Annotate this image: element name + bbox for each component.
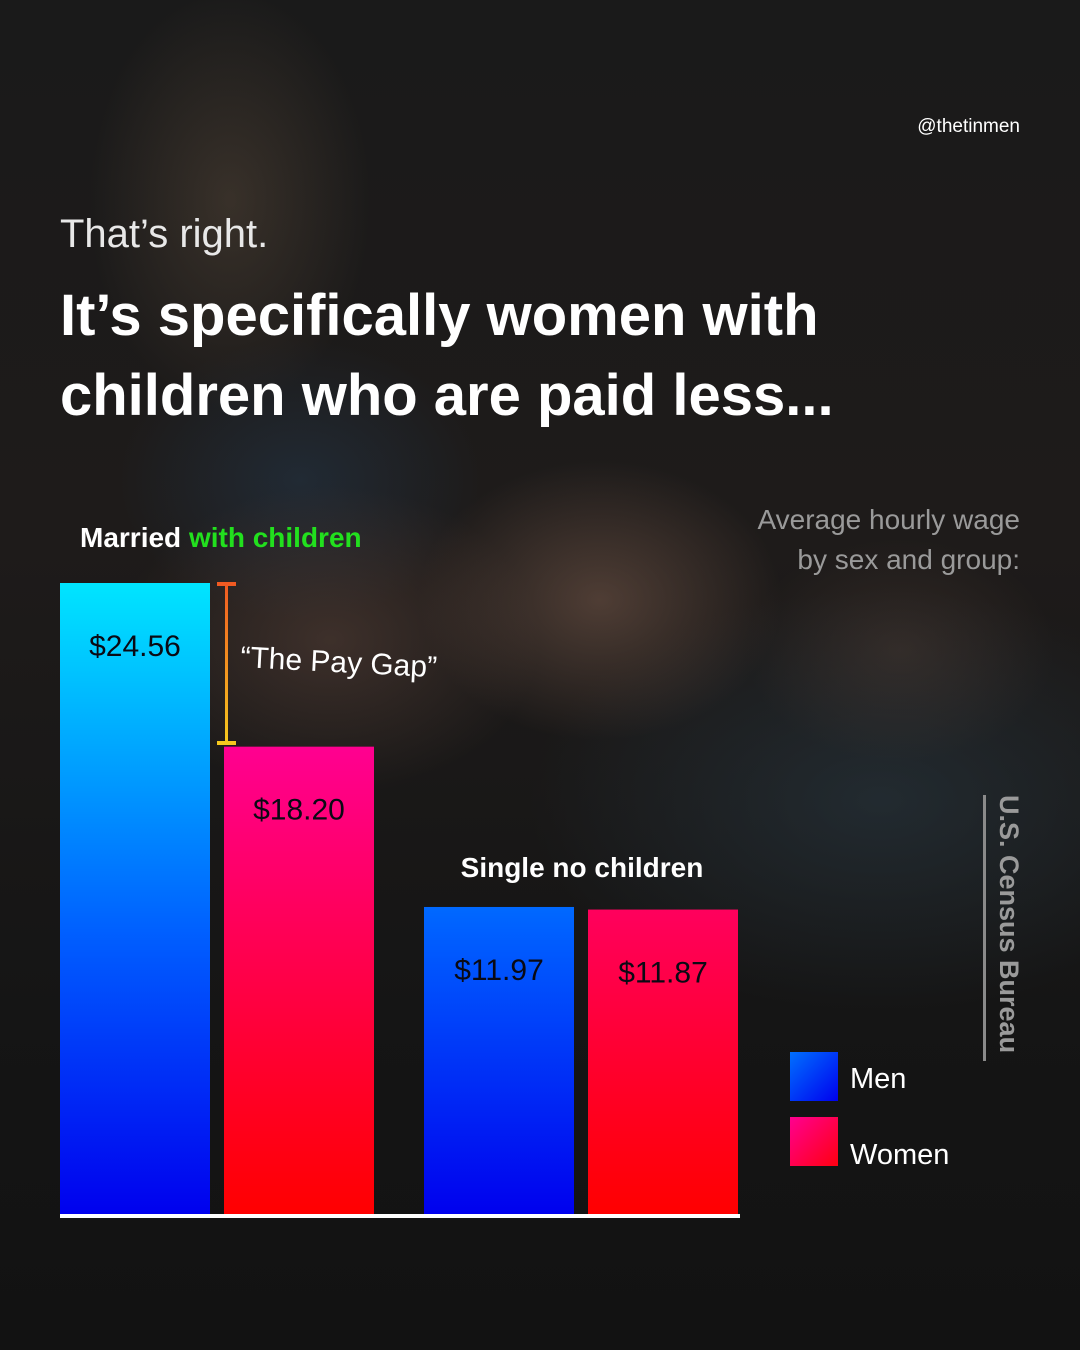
legend-swatch-women [790,1117,838,1166]
headline-line: It’s specifically women with [60,283,819,348]
baseline [60,1214,740,1218]
pay-gap-label: “The Pay Gap” [240,641,438,684]
group-label-single: Single no children [461,852,704,883]
chart-subtitle: Average hourly wage by sex and group: [757,500,1020,580]
value-label: $18.20 [253,794,345,827]
bar-women-1 [588,909,738,1215]
value-label: $11.97 [454,954,544,987]
group-label-highlight: with children [188,522,362,553]
subtitle-line: Average hourly wage [757,504,1020,535]
value-label: $24.56 [89,630,181,663]
legend-label-men: Men [850,1063,906,1095]
group-label-part: Married [80,522,189,553]
legend-swatch-men [790,1052,838,1101]
headline: It’s specifically women with children wh… [60,276,960,436]
account-handle: @thetinmen [917,116,1020,137]
bar-men-1 [424,906,574,1215]
bar-men-0 [60,583,210,1215]
subtitle-line: by sex and group: [797,544,1020,575]
legend-label-women: Women [850,1139,949,1171]
headline-line: children who are paid less... [60,363,834,428]
pay-gap-bracket [217,582,236,745]
value-label: $11.87 [618,957,708,990]
bar-women-0 [224,746,374,1215]
group-label-married: Married with children [80,522,362,553]
source-credit: U.S. Census Bureau [983,795,1026,1061]
lead-text: That’s right. [60,212,269,256]
legend: Men Women [790,1052,949,1171]
